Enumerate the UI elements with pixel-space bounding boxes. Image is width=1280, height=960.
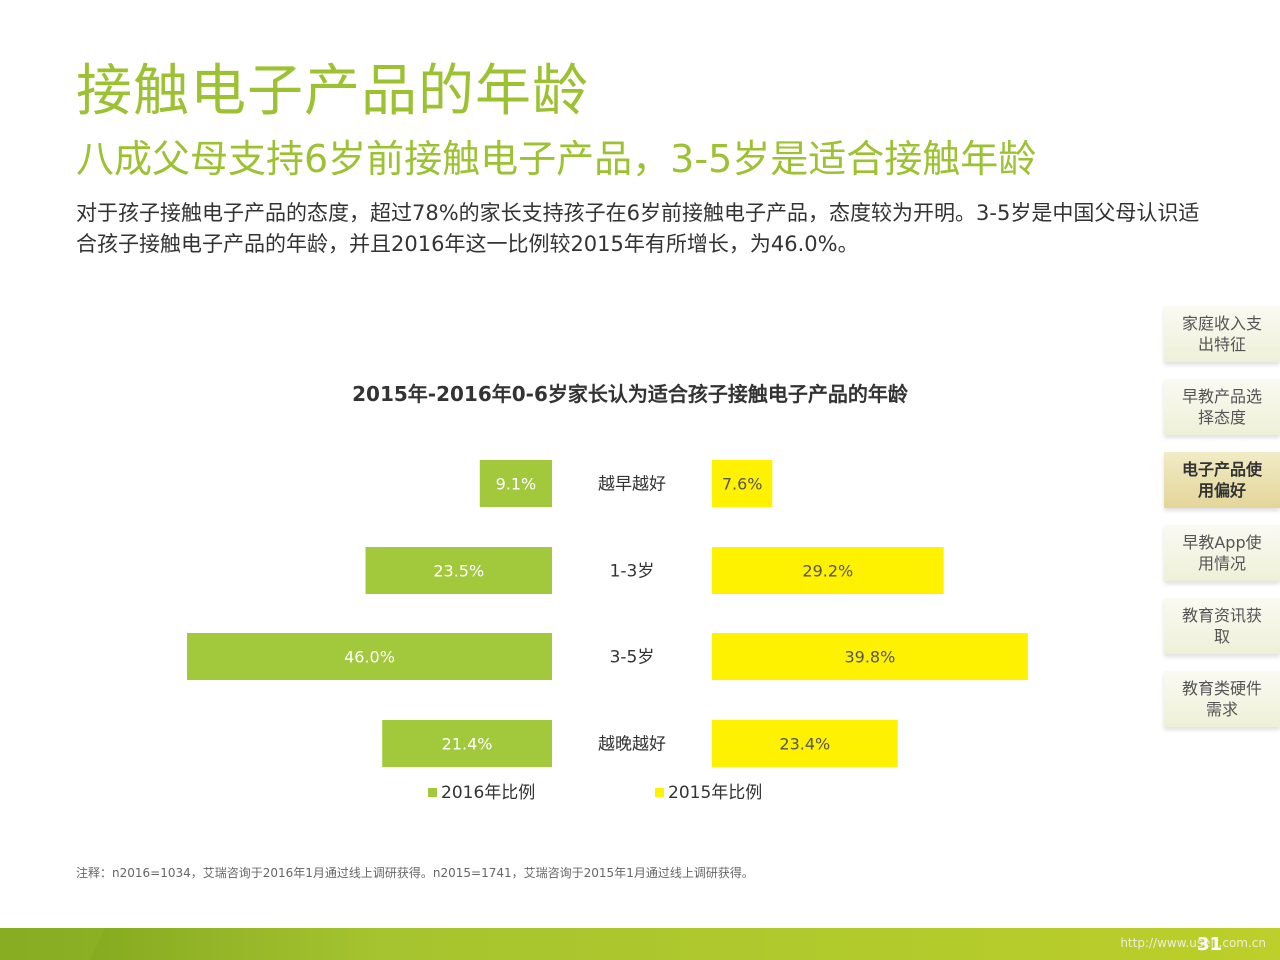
data-label-2015: 7.6% [722, 475, 763, 494]
side-tab-label: 教育资讯获取 [1181, 606, 1262, 646]
footer-stripe [0, 928, 160, 960]
side-tab-label: 早教产品选择态度 [1181, 387, 1262, 427]
legend-swatch-2015 [655, 788, 664, 797]
category-label: 3-5岁 [610, 648, 655, 668]
category-label: 越早越好 [598, 475, 666, 495]
data-label-2015: 39.8% [844, 648, 895, 667]
bar-2015-2 [712, 547, 944, 594]
data-label-2016: 21.4% [442, 735, 493, 754]
side-tab-label: 教育类硬件需求 [1181, 679, 1262, 719]
chart-title: 2015年-2016年0-6岁家长认为适合孩子接触电子产品的年龄 [352, 382, 908, 406]
side-tab-1[interactable]: 家庭收入支出特征 [1164, 306, 1280, 362]
category-label: 1-3岁 [610, 562, 655, 582]
bar-2015-3 [712, 633, 1028, 680]
slide-subtitle: 八成父母支持6岁前接触电子产品，3-5岁是适合接触年龄 [76, 137, 1037, 181]
page-number: 31 [1196, 934, 1222, 955]
watermark-url: http://www.useit.com.cn [1120, 936, 1266, 950]
bar-2016-4 [382, 720, 552, 767]
legend-swatch-2016 [428, 788, 437, 797]
bar-2015-4 [712, 720, 898, 767]
legend-label-2015: 2015年比例 [668, 783, 762, 803]
data-label-2015: 29.2% [802, 562, 853, 581]
bar-2016-3 [187, 633, 552, 680]
footnote: 注释：n2016=1034，艾瑞咨询于2016年1月通过线上调研获得。n2015… [76, 866, 754, 880]
category-label: 越晚越好 [598, 735, 666, 755]
side-tab-5[interactable]: 教育资讯获取 [1164, 598, 1280, 654]
data-label-2015: 23.4% [779, 735, 830, 754]
side-tab-label: 家庭收入支出特征 [1181, 314, 1262, 354]
data-label-2016: 46.0% [344, 648, 395, 667]
bar-2016-2 [365, 547, 552, 594]
side-tab-3[interactable]: 电子产品使用偏好 [1164, 452, 1280, 508]
side-nav: 家庭收入支出特征 早教产品选择态度 电子产品使用偏好 早教App使用情况 教育资讯获取教… [1164, 306, 1280, 744]
side-tab-2[interactable]: 早教产品选择态度 [1164, 379, 1280, 435]
slide-title: 接触电子产品的年龄 [76, 59, 589, 124]
side-tab-label: 早教App使用情况 [1182, 533, 1262, 573]
data-label-2016: 9.1% [496, 475, 537, 494]
butterfly-bar-chart: 9.1% 7.6% 越早越好 23.5% 29.2% 1-3岁 46.0% 39.8% 3-5岁… [187, 460, 1028, 803]
bar-2015-1 [712, 460, 773, 507]
bar-2016-1 [479, 460, 552, 507]
legend-label-2016: 2016年比例 [441, 783, 535, 803]
side-tab-label: 电子产品使用偏好 [1181, 460, 1262, 500]
side-tab-4[interactable]: 早教App使用情况 [1164, 525, 1280, 581]
side-tab-6[interactable]: 教育类硬件需求 [1164, 671, 1280, 727]
data-label-2016: 23.5% [433, 562, 484, 581]
slide-description: 对于孩子接触电子产品的态度，超过78%的家长支持孩子在6岁前接触电子产品，态度较… [76, 201, 1200, 256]
footer-bar [0, 928, 1280, 960]
